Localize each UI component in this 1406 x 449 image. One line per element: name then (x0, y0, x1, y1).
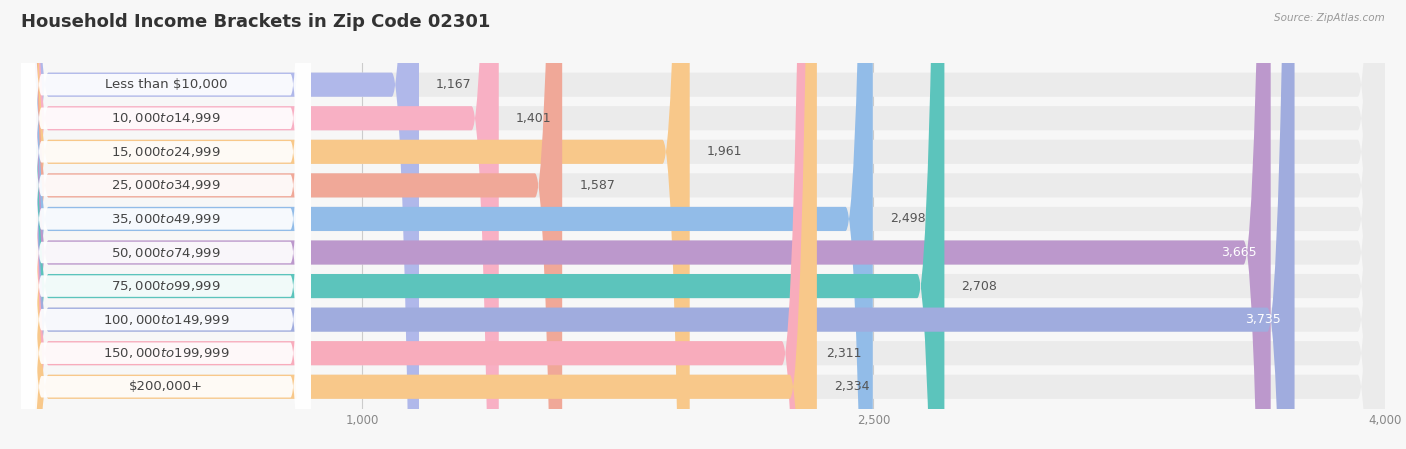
Text: $35,000 to $49,999: $35,000 to $49,999 (111, 212, 221, 226)
FancyBboxPatch shape (21, 0, 808, 449)
FancyBboxPatch shape (21, 0, 311, 449)
Text: $25,000 to $34,999: $25,000 to $34,999 (111, 178, 221, 192)
Text: 2,311: 2,311 (827, 347, 862, 360)
Text: 1,167: 1,167 (436, 78, 471, 91)
FancyBboxPatch shape (21, 0, 1385, 449)
Text: 3,665: 3,665 (1222, 246, 1257, 259)
Text: 2,334: 2,334 (834, 380, 869, 393)
FancyBboxPatch shape (21, 0, 419, 449)
Text: 2,708: 2,708 (962, 280, 997, 293)
Text: $150,000 to $199,999: $150,000 to $199,999 (103, 346, 229, 360)
FancyBboxPatch shape (21, 0, 1295, 449)
FancyBboxPatch shape (21, 0, 1385, 449)
Text: $75,000 to $99,999: $75,000 to $99,999 (111, 279, 221, 293)
FancyBboxPatch shape (21, 0, 945, 449)
FancyBboxPatch shape (21, 0, 1385, 449)
Text: $100,000 to $149,999: $100,000 to $149,999 (103, 313, 229, 326)
FancyBboxPatch shape (21, 0, 690, 449)
FancyBboxPatch shape (21, 0, 311, 449)
Text: 1,401: 1,401 (516, 112, 551, 125)
FancyBboxPatch shape (21, 0, 311, 449)
FancyBboxPatch shape (21, 0, 1385, 449)
Text: $15,000 to $24,999: $15,000 to $24,999 (111, 145, 221, 159)
FancyBboxPatch shape (21, 0, 1271, 449)
Text: 2,498: 2,498 (890, 212, 925, 225)
Text: $10,000 to $14,999: $10,000 to $14,999 (111, 111, 221, 125)
FancyBboxPatch shape (21, 0, 311, 449)
Text: $200,000+: $200,000+ (129, 380, 202, 393)
Text: $50,000 to $74,999: $50,000 to $74,999 (111, 246, 221, 260)
Text: Less than $10,000: Less than $10,000 (104, 78, 228, 91)
FancyBboxPatch shape (21, 0, 1385, 449)
FancyBboxPatch shape (21, 0, 1385, 449)
FancyBboxPatch shape (21, 0, 311, 449)
Text: Household Income Brackets in Zip Code 02301: Household Income Brackets in Zip Code 02… (21, 13, 491, 31)
Text: 1,961: 1,961 (707, 145, 742, 158)
FancyBboxPatch shape (21, 0, 311, 449)
FancyBboxPatch shape (21, 0, 1385, 449)
FancyBboxPatch shape (21, 0, 499, 449)
FancyBboxPatch shape (21, 0, 311, 449)
Text: 1,587: 1,587 (579, 179, 614, 192)
FancyBboxPatch shape (21, 0, 311, 449)
FancyBboxPatch shape (21, 0, 817, 449)
FancyBboxPatch shape (21, 0, 873, 449)
FancyBboxPatch shape (21, 0, 1385, 449)
FancyBboxPatch shape (21, 0, 1385, 449)
FancyBboxPatch shape (21, 0, 311, 449)
Text: 3,735: 3,735 (1246, 313, 1281, 326)
FancyBboxPatch shape (21, 0, 311, 449)
FancyBboxPatch shape (21, 0, 562, 449)
FancyBboxPatch shape (21, 0, 1385, 449)
Text: Source: ZipAtlas.com: Source: ZipAtlas.com (1274, 13, 1385, 23)
